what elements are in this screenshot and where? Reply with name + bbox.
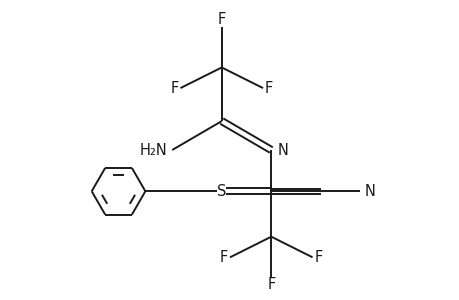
- Text: F: F: [217, 13, 225, 28]
- Text: F: F: [170, 81, 178, 96]
- Text: F: F: [267, 277, 275, 292]
- Text: H₂N: H₂N: [139, 142, 167, 158]
- Text: F: F: [314, 250, 322, 265]
- Text: F: F: [264, 81, 273, 96]
- Text: S: S: [217, 184, 226, 199]
- Text: N: N: [277, 142, 288, 158]
- Text: N: N: [364, 184, 375, 199]
- Text: F: F: [219, 250, 228, 265]
